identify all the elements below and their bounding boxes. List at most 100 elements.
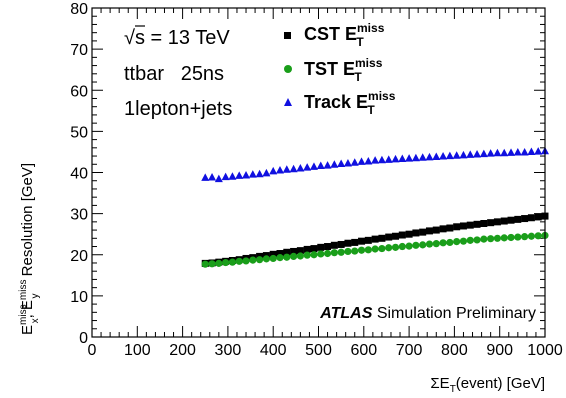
data-point-track <box>337 159 346 167</box>
data-point-cst <box>330 241 338 249</box>
data-point-tst <box>303 251 311 259</box>
data-point-tst <box>439 239 447 247</box>
data-point-track <box>425 152 434 161</box>
data-point-tst <box>351 247 359 255</box>
data-point-track <box>262 168 271 177</box>
data-point-cst <box>419 228 427 236</box>
svg-text:Emissx, Emissy Resolution [GeV: Emissx, Emissy Resolution [GeV] <box>18 163 41 335</box>
data-point-track <box>432 152 441 160</box>
data-point-tst <box>276 254 284 262</box>
data-point-track <box>493 148 502 157</box>
y-axis-title: Emissx, Emissy Resolution [GeV] <box>18 163 41 335</box>
data-point-track <box>377 155 386 164</box>
data-point-track <box>418 153 427 161</box>
data-point-cst <box>534 213 542 221</box>
legend: CST Emiss T TST Emiss T Track Emiss T <box>284 21 396 117</box>
data-point-track <box>275 166 284 174</box>
data-point-track <box>520 147 529 156</box>
y-tick-label: 10 <box>70 289 88 306</box>
legend-marker-cst <box>284 32 291 39</box>
data-point-track <box>486 149 495 157</box>
data-point-track <box>534 147 543 155</box>
data-point-track <box>391 154 400 163</box>
data-point-tst <box>323 249 332 258</box>
data-point-track <box>364 156 373 165</box>
y-tick-label: 50 <box>70 124 88 141</box>
data-point-cst <box>378 234 386 242</box>
data-point-cst <box>392 232 400 240</box>
data-point-cst <box>439 225 447 233</box>
x-tick-label: 100 <box>124 342 151 359</box>
x-tick-label: 800 <box>441 342 468 359</box>
data-point-cst <box>425 227 433 235</box>
data-point-track <box>439 152 448 160</box>
atlas-label: ATLAS Simulation Preliminary <box>319 305 536 322</box>
data-point-cst <box>283 248 291 256</box>
data-point-track <box>289 164 298 173</box>
data-point-tst <box>330 249 338 257</box>
data-marks <box>201 146 549 268</box>
data-point-tst <box>262 255 271 263</box>
annotation-energy: √s = 13 TeV <box>124 27 230 49</box>
y-tick-label: 0 <box>79 330 88 347</box>
data-point-track <box>248 170 257 178</box>
data-point-tst <box>412 241 420 249</box>
data-point-track <box>228 172 237 180</box>
data-point-tst <box>289 252 298 260</box>
data-point-tst <box>487 235 495 243</box>
y-tick-label: 30 <box>70 207 88 224</box>
data-point-tst <box>473 236 481 244</box>
data-point-tst <box>527 232 536 240</box>
data-point-tst <box>344 247 352 256</box>
data-point-track <box>303 163 312 171</box>
x-tick-label: 0 <box>88 342 97 359</box>
plot-frame <box>91 7 546 338</box>
data-point-cst <box>310 245 318 253</box>
data-point-cst <box>521 215 529 223</box>
x-tick-label: 700 <box>396 342 423 359</box>
x-axis-title: ΣET(event) [GeV] <box>430 375 545 395</box>
legend-marker-tst <box>284 65 292 73</box>
data-point-track <box>221 172 230 181</box>
data-point-cst <box>276 250 284 258</box>
data-point-cst <box>364 236 372 244</box>
y-tick-label: 70 <box>70 42 88 59</box>
legend-label-cst: CST Emiss T <box>304 21 385 49</box>
data-point-cst <box>317 243 325 251</box>
data-point-track <box>411 153 420 162</box>
x-tick-label: 200 <box>169 342 196 359</box>
x-tick-label: 900 <box>486 342 513 359</box>
data-point-cst <box>412 229 420 237</box>
data-point-tst <box>425 240 434 248</box>
data-point-cst <box>385 233 393 241</box>
data-point-tst <box>514 233 522 241</box>
data-point-cst <box>432 226 440 234</box>
annotation-selection: 1lepton+jets <box>124 98 232 120</box>
data-point-track <box>513 147 522 156</box>
y-tick-label: 20 <box>70 248 88 265</box>
data-point-track <box>452 151 461 159</box>
x-tick-label: 600 <box>350 342 377 359</box>
data-point-cst <box>269 250 277 258</box>
legend-label-track: Track Emiss T <box>304 89 396 117</box>
axis-ticks: 0 100 200 300 400 500 600 700 800 900 1000 0 10 20 30 4… <box>70 1 563 359</box>
data-point-cst <box>459 222 467 230</box>
data-point-track <box>473 149 482 158</box>
data-point-cst <box>358 237 366 245</box>
data-point-tst <box>500 234 508 242</box>
data-point-track <box>255 169 264 178</box>
data-point-tst <box>446 238 454 247</box>
data-point-cst <box>344 239 352 247</box>
data-point-tst <box>419 241 427 249</box>
data-point-tst <box>357 246 366 254</box>
data-point-track <box>323 161 332 169</box>
data-point-track <box>371 156 380 164</box>
data-point-cst <box>446 224 454 232</box>
data-point-track <box>507 148 516 156</box>
data-point-tst <box>215 259 223 267</box>
data-point-tst <box>378 244 386 253</box>
data-point-track <box>201 173 210 181</box>
data-point-tst <box>310 251 318 259</box>
data-point-cst <box>453 223 461 231</box>
data-point-tst <box>385 244 393 252</box>
